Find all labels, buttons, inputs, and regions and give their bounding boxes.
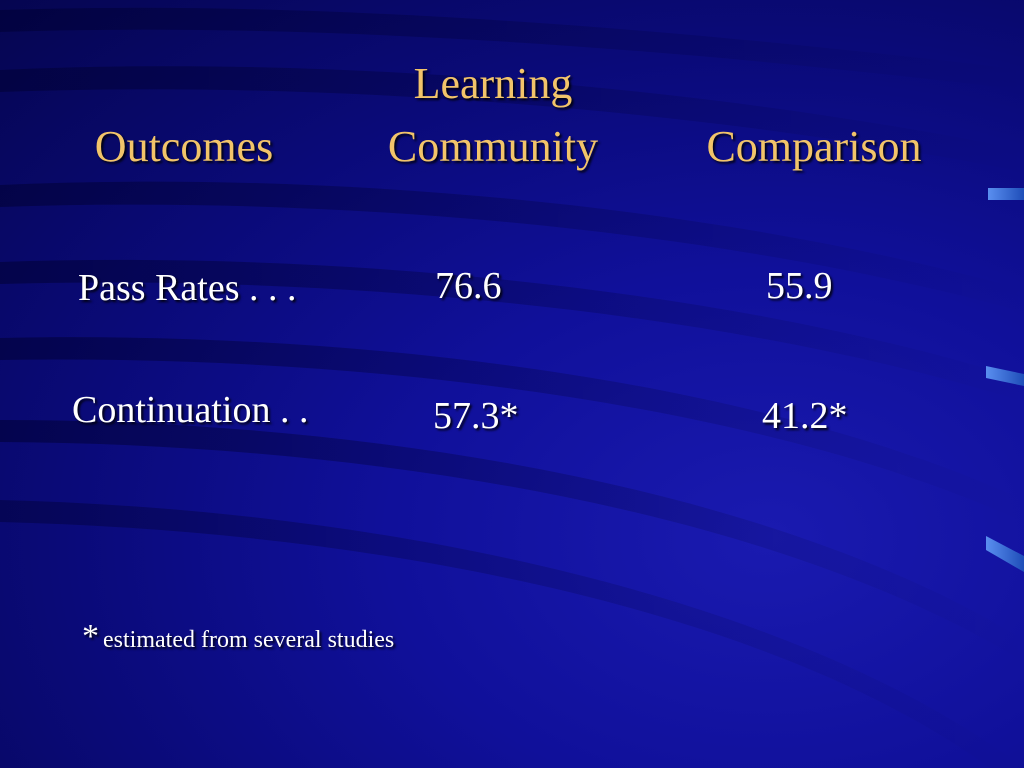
- header-comparison: Comparison: [706, 122, 922, 171]
- header-learning-community-line1: Learning: [413, 59, 573, 108]
- accent-stripe: [988, 188, 1024, 200]
- footnote: * estimated from several studies: [82, 618, 394, 656]
- footnote-text: estimated from several studies: [103, 627, 395, 653]
- row-label-continuation: Continuation . .: [72, 389, 309, 431]
- header-outcomes: Outcomes: [94, 122, 274, 171]
- row-label-pass-rates: Pass Rates . . .: [78, 267, 297, 309]
- footnote-star: *: [82, 618, 99, 655]
- header-learning-community-line2: Community: [387, 122, 599, 171]
- value-pass-rates-comparison: 55.9: [766, 265, 833, 307]
- value-continuation-comparison: 41.2*: [762, 395, 848, 437]
- accent-stripe: [986, 366, 1024, 386]
- accent-stripe: [986, 536, 1024, 572]
- value-continuation-learning-community: 57.3*: [433, 395, 519, 437]
- value-pass-rates-learning-community: 76.6: [435, 265, 502, 307]
